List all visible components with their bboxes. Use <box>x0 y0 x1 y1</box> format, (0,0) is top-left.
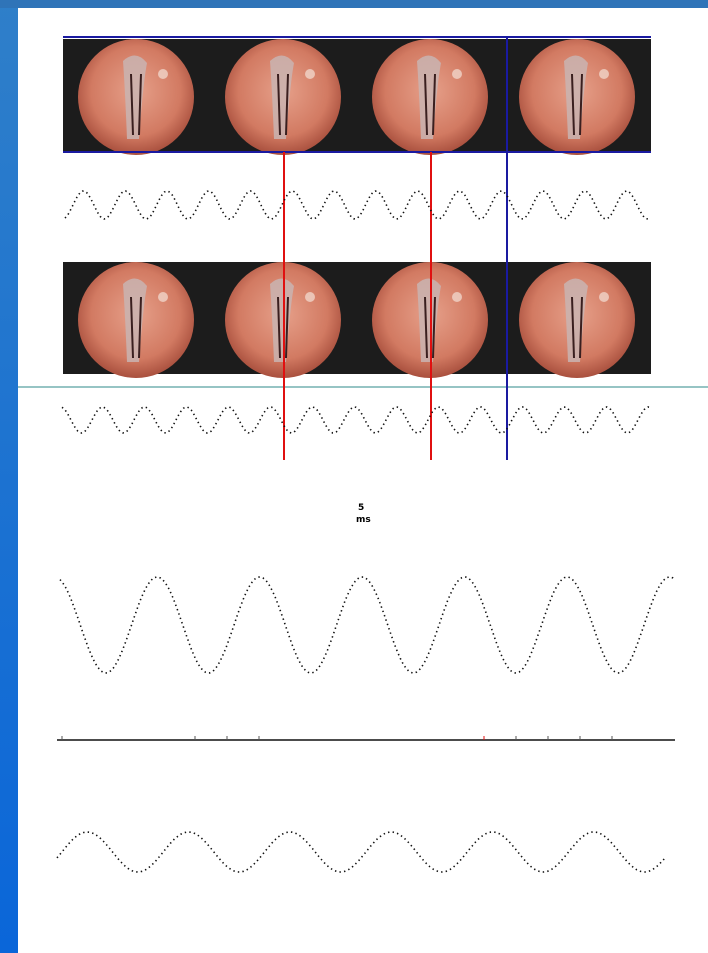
page: 5 ms (() => { const data = JSON.parse(do… <box>0 0 708 953</box>
waveform <box>65 191 650 219</box>
scale-number: 5 <box>358 503 364 513</box>
waveform <box>60 577 675 673</box>
waveform <box>62 407 650 433</box>
waveform <box>57 832 665 872</box>
side-bar <box>0 0 18 953</box>
top-bar <box>0 0 708 8</box>
frame-row-1 <box>63 39 651 155</box>
frame-row-2 <box>63 262 651 378</box>
slide: 5 ms <box>0 0 708 953</box>
scale-unit: ms <box>356 515 371 525</box>
